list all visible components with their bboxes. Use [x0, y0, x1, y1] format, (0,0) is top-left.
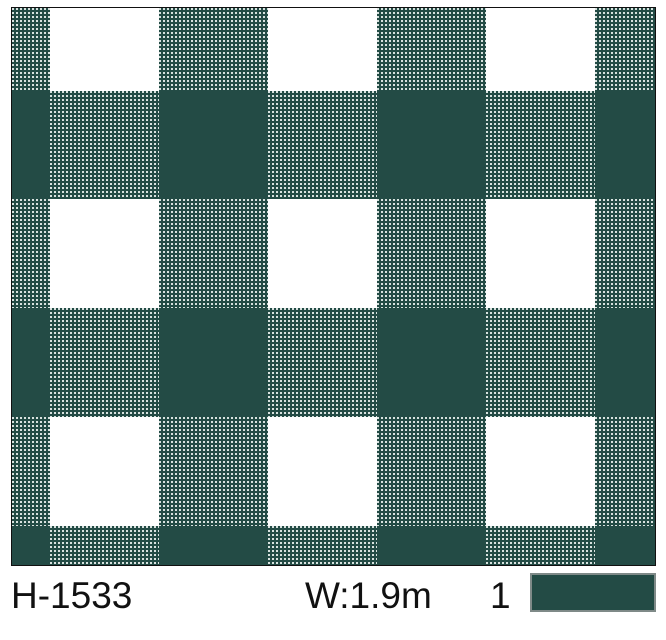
check-block — [159, 91, 268, 199]
check-block — [486, 417, 595, 526]
check-block — [50, 417, 159, 526]
check-block — [12, 8, 50, 91]
check-block — [377, 417, 486, 526]
check-block — [12, 91, 50, 199]
color-swatch — [530, 573, 656, 612]
check-block — [268, 8, 377, 91]
check-block — [12, 417, 50, 526]
check-block — [12, 526, 50, 565]
check-block — [159, 526, 268, 565]
fabric-width: W:1.9m — [305, 575, 432, 616]
product-code: H-1533 — [11, 575, 133, 616]
check-block — [377, 199, 486, 308]
check-block — [159, 417, 268, 526]
check-block — [377, 8, 486, 91]
check-block — [377, 91, 486, 199]
check-block — [486, 91, 595, 199]
check-block — [595, 417, 655, 526]
check-block — [486, 308, 595, 417]
check-block — [377, 308, 486, 417]
check-block — [50, 199, 159, 308]
fabric-pattern-preview — [11, 7, 656, 566]
check-block — [486, 199, 595, 308]
check-block — [268, 199, 377, 308]
check-block — [268, 526, 377, 565]
check-block — [12, 199, 50, 308]
check-block — [377, 526, 486, 565]
check-block — [50, 8, 159, 91]
check-block — [50, 526, 159, 565]
check-block — [268, 308, 377, 417]
check-block — [595, 308, 655, 417]
check-block — [159, 8, 268, 91]
check-block — [12, 308, 50, 417]
check-block — [595, 91, 655, 199]
check-block — [268, 91, 377, 199]
check-block — [50, 91, 159, 199]
check-block — [595, 8, 655, 91]
color-number: 1 — [490, 575, 511, 616]
check-block — [268, 417, 377, 526]
check-block — [159, 308, 268, 417]
check-block — [595, 526, 655, 565]
check-block — [159, 199, 268, 308]
check-block — [595, 199, 655, 308]
check-block — [50, 308, 159, 417]
check-block — [486, 526, 595, 565]
check-block — [486, 8, 595, 91]
